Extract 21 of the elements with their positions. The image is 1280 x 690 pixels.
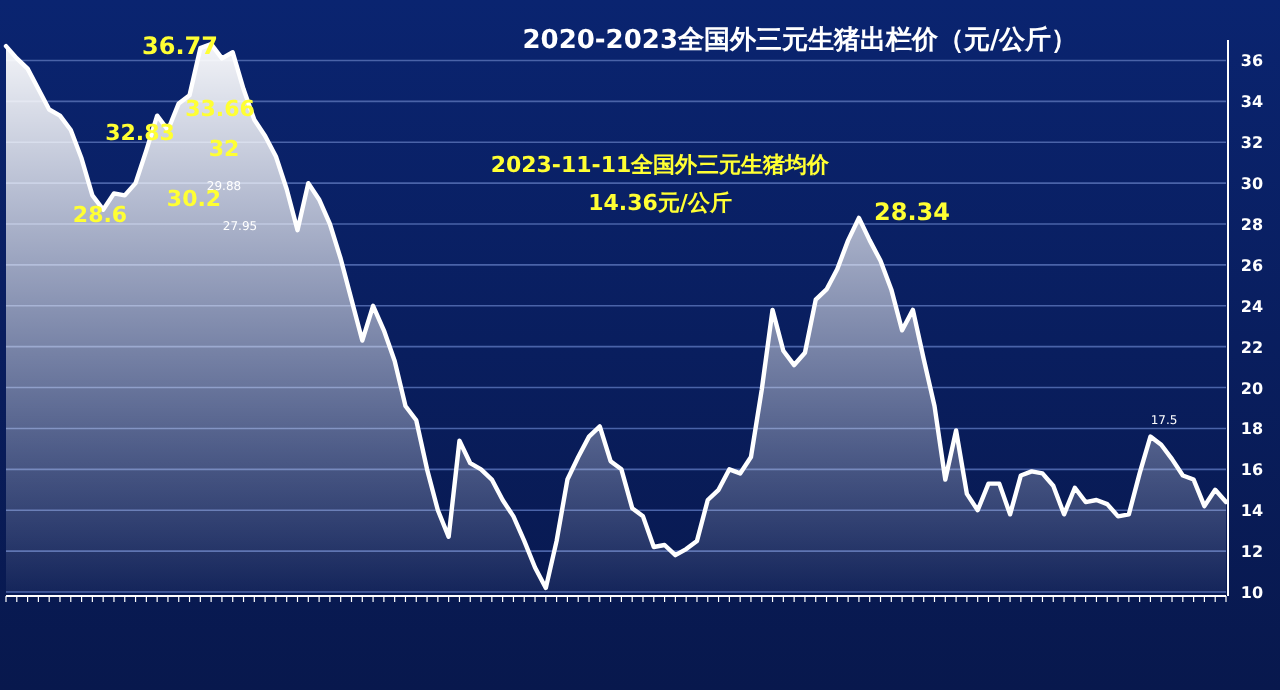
annotation: 14.36元/公斤 bbox=[588, 190, 732, 216]
annotation: 28.34 bbox=[874, 198, 950, 226]
y-tick-label: 12 bbox=[1240, 543, 1264, 562]
y-tick-label: 30 bbox=[1240, 175, 1264, 194]
y-tick-label: 26 bbox=[1240, 256, 1264, 275]
y-tick-label: 18 bbox=[1240, 420, 1264, 439]
y-tick-label: 24 bbox=[1240, 297, 1264, 316]
y-tick-label: 34 bbox=[1240, 93, 1264, 112]
y-tick-label: 32 bbox=[1240, 134, 1264, 153]
annotation: 2023-11-11全国外三元生猪均价 bbox=[490, 152, 830, 178]
y-tick-label: 28 bbox=[1240, 216, 1264, 234]
annotation: 32 bbox=[208, 136, 240, 162]
y-tick-label: 14 bbox=[1240, 502, 1264, 521]
title: 2020-2023全国外三元生猪出栏价（元/公斤） bbox=[522, 26, 1078, 56]
y-tick-label: 10 bbox=[1240, 584, 1264, 602]
y-tick-label: 20 bbox=[1240, 379, 1264, 398]
y-tick-label: 36 bbox=[1240, 52, 1264, 71]
annotation: 28.6 bbox=[72, 202, 128, 228]
y-tick-label: 22 bbox=[1240, 338, 1264, 357]
annotation: 33.66 bbox=[185, 96, 255, 122]
y-tick-label: 16 bbox=[1240, 461, 1264, 480]
